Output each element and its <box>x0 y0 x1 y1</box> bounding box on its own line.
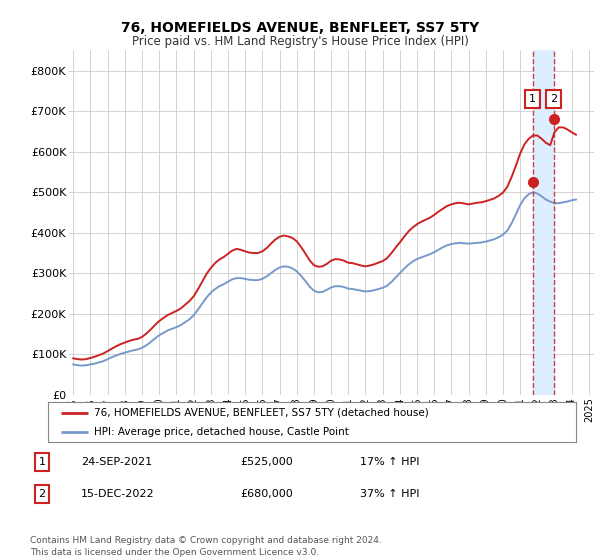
Text: 2: 2 <box>38 489 46 499</box>
Text: Price paid vs. HM Land Registry's House Price Index (HPI): Price paid vs. HM Land Registry's House … <box>131 35 469 48</box>
Text: 37% ↑ HPI: 37% ↑ HPI <box>360 489 419 499</box>
Text: £680,000: £680,000 <box>240 489 293 499</box>
Text: 76, HOMEFIELDS AVENUE, BENFLEET, SS7 5TY: 76, HOMEFIELDS AVENUE, BENFLEET, SS7 5TY <box>121 21 479 35</box>
Text: £525,000: £525,000 <box>240 457 293 467</box>
Bar <box>533 50 554 395</box>
Text: 1: 1 <box>38 457 46 467</box>
Text: 1: 1 <box>529 94 536 104</box>
Text: 76, HOMEFIELDS AVENUE, BENFLEET, SS7 5TY (detached house): 76, HOMEFIELDS AVENUE, BENFLEET, SS7 5TY… <box>94 408 429 418</box>
Text: Contains HM Land Registry data © Crown copyright and database right 2024.
This d: Contains HM Land Registry data © Crown c… <box>30 536 382 557</box>
Text: 15-DEC-2022: 15-DEC-2022 <box>81 489 155 499</box>
Text: 24-SEP-2021: 24-SEP-2021 <box>81 457 152 467</box>
Text: HPI: Average price, detached house, Castle Point: HPI: Average price, detached house, Cast… <box>94 427 349 436</box>
Text: 17% ↑ HPI: 17% ↑ HPI <box>360 457 419 467</box>
Text: 2: 2 <box>550 94 557 104</box>
